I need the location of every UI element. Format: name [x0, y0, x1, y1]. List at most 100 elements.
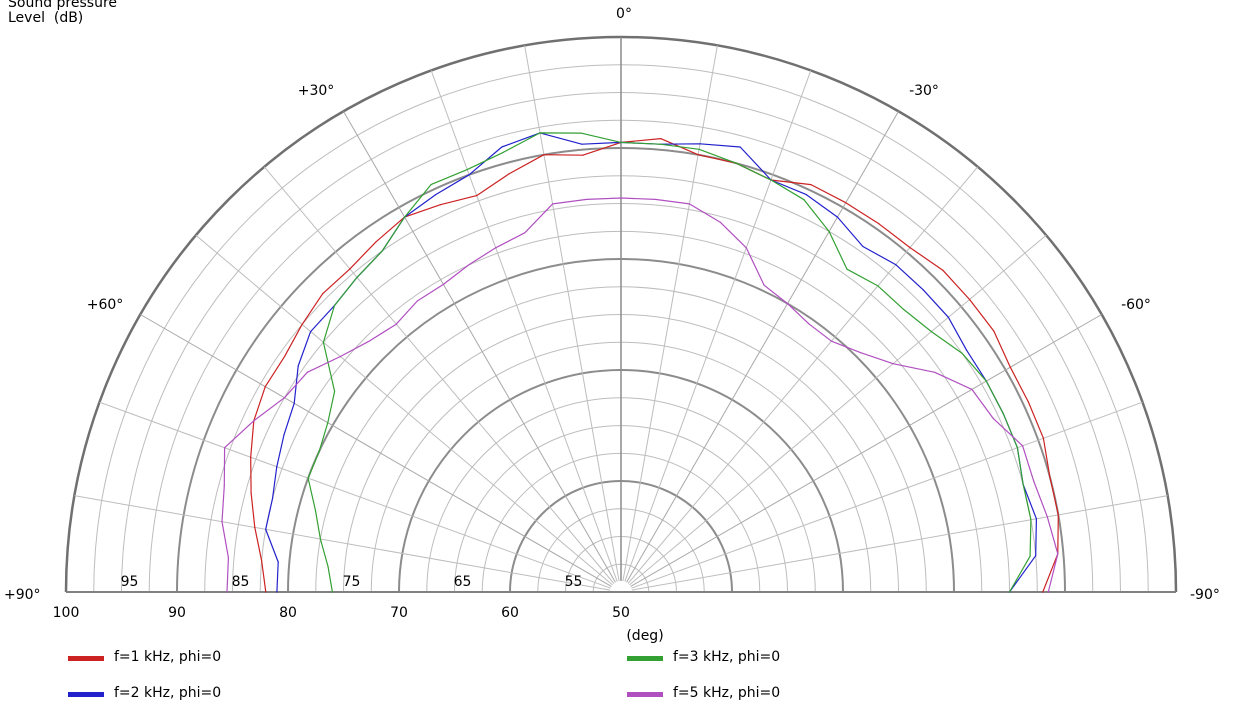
data-point	[381, 250, 383, 252]
data-point	[993, 330, 995, 332]
data-point	[805, 194, 807, 196]
data-point	[226, 591, 228, 593]
data-point	[580, 132, 582, 134]
data-point	[803, 199, 805, 201]
data-point	[1021, 445, 1024, 447]
data-point	[306, 371, 308, 373]
data-point	[688, 203, 691, 205]
data-point	[582, 154, 584, 156]
data-point	[810, 183, 812, 186]
data-point	[846, 268, 848, 270]
data-point	[659, 143, 661, 145]
data-point	[660, 138, 662, 140]
data-point	[971, 388, 973, 391]
legend-swatch	[68, 656, 104, 661]
angle-label: +60°	[87, 297, 124, 313]
data-point	[293, 402, 295, 404]
grid-spoke	[631, 401, 1143, 589]
data-point	[735, 162, 737, 164]
data-point	[739, 146, 741, 148]
radial-tick-label: 100	[53, 605, 80, 621]
data-point	[1047, 591, 1049, 593]
data-point	[836, 216, 839, 218]
data-point	[745, 247, 747, 249]
data-point	[339, 355, 341, 358]
data-point	[322, 341, 324, 343]
series-points-1	[250, 138, 1059, 593]
data-point	[1033, 480, 1035, 482]
data-point	[697, 154, 699, 156]
grid-spoke	[74, 495, 611, 591]
data-point	[356, 276, 358, 278]
data-point	[254, 526, 256, 529]
legend-swatch	[68, 692, 104, 697]
data-point	[543, 154, 545, 156]
data-point	[276, 591, 278, 593]
angle-label: 0°	[616, 6, 632, 22]
data-point	[250, 492, 252, 494]
data-point	[369, 340, 371, 342]
data-point	[223, 485, 225, 487]
data-point	[878, 223, 880, 225]
radial-tick-label: 50	[612, 605, 630, 621]
angle-label: -90°	[1190, 587, 1220, 603]
data-point	[375, 241, 377, 243]
grid-spoke	[630, 314, 1102, 587]
data-point	[828, 230, 830, 233]
data-point	[314, 509, 317, 511]
data-point	[318, 450, 320, 452]
data-point	[307, 477, 309, 479]
data-point	[1030, 519, 1032, 521]
data-point	[654, 198, 656, 201]
data-point	[909, 247, 911, 249]
data-point	[430, 183, 432, 186]
y-axis-label-line-2: Level (dB)	[8, 10, 84, 26]
grid-spoke	[343, 111, 616, 583]
data-point	[283, 434, 285, 436]
data-point	[763, 284, 765, 286]
data-point	[551, 203, 554, 205]
series-points-3	[307, 132, 1032, 593]
grid-spoke	[263, 166, 615, 584]
data-point	[524, 232, 526, 234]
series-line-4	[221, 197, 1059, 593]
data-point	[319, 538, 321, 540]
data-point	[416, 300, 418, 302]
data-point	[283, 355, 286, 358]
data-point	[1029, 555, 1031, 557]
grid-spoke	[624, 70, 812, 582]
grid-spoke	[140, 314, 612, 587]
data-point	[985, 380, 987, 382]
data-point	[845, 202, 847, 204]
data-point	[895, 264, 897, 266]
grid-spoke	[629, 234, 1047, 586]
data-point	[1027, 401, 1030, 403]
data-point	[947, 316, 949, 318]
data-point	[327, 565, 329, 567]
data-point	[961, 352, 963, 354]
grid-spoke	[99, 401, 611, 589]
data-point	[466, 168, 468, 171]
data-point	[1057, 553, 1059, 555]
data-point	[1009, 366, 1011, 368]
data-point	[495, 247, 497, 249]
data-point	[1035, 518, 1037, 520]
radial-minor-label: 85	[232, 574, 250, 590]
legend-swatch	[627, 656, 663, 661]
data-point	[770, 179, 772, 181]
data-point	[892, 363, 894, 365]
data-point	[501, 146, 503, 148]
series-points-4	[221, 197, 1059, 593]
data-point	[265, 591, 267, 593]
data-point	[698, 148, 700, 150]
data-point	[1042, 437, 1045, 439]
data-point	[227, 557, 230, 559]
data-point	[1042, 591, 1044, 593]
data-point	[1002, 413, 1004, 415]
data-point	[502, 151, 504, 154]
data-point	[1049, 476, 1051, 478]
y-axis-label: Sound pressure Level (dB)	[8, 0, 117, 26]
data-point	[224, 447, 226, 449]
data-point	[922, 289, 924, 291]
data-point	[581, 143, 583, 145]
